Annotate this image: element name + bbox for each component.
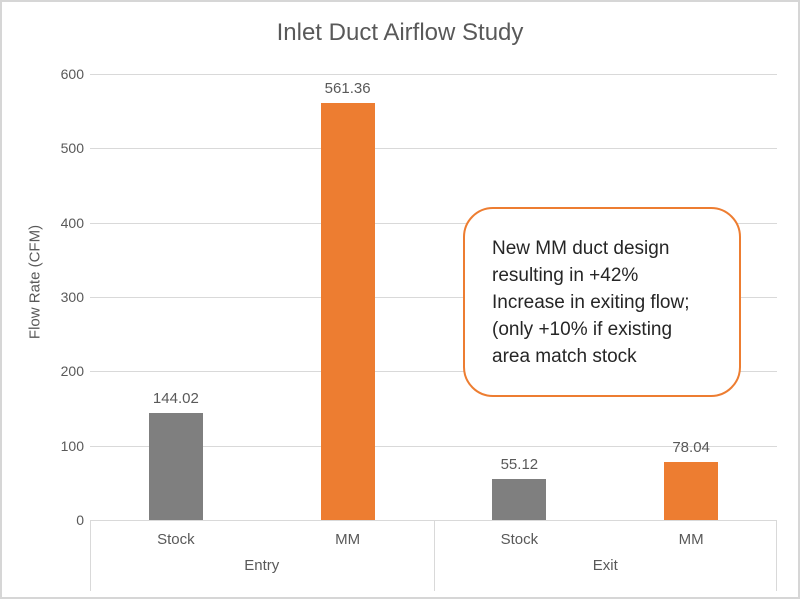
category-label-entry-stock: Stock (157, 530, 195, 548)
category-label-exit-mm: MM (678, 530, 704, 548)
bar-exit-stock (492, 479, 547, 520)
y-tick-500: 500 (60, 140, 84, 157)
y-tick-600: 600 (60, 66, 84, 82)
group-label-exit: Exit (592, 557, 618, 574)
gridline-200 (90, 371, 777, 373)
y-axis: 0 100 200 300 400 500 600 (2, 66, 84, 528)
group-label-entry: Entry (244, 557, 280, 574)
gridline-500 (90, 148, 777, 150)
y-tick-100: 100 (60, 437, 84, 454)
annotation-text: New MM duct design resulting in +42% Inc… (492, 238, 690, 367)
data-label-exit-stock: 55.12 (500, 456, 539, 474)
data-label-exit-mm: 78.04 (672, 439, 710, 456)
category-label-entry-mm: MM (335, 530, 361, 548)
gridline-300 (90, 297, 777, 298)
y-tick-0: 0 (76, 512, 84, 528)
bar-exit-mm (664, 462, 719, 520)
bar-entry-mm (320, 102, 375, 520)
plot-area: 144.02 561.36 55.12 78.04 (90, 74, 777, 520)
data-label-entry-stock: 144.02 (152, 389, 199, 407)
gridline-600 (90, 74, 777, 75)
category-label-exit-stock: Stock (500, 530, 539, 548)
axis-divider-left (90, 521, 91, 591)
category-axis: Stock MM Stock MM Entry Exit (90, 520, 777, 591)
y-tick-300: 300 (60, 289, 84, 305)
gridline-400 (90, 222, 777, 224)
group-row: Entry Exit (90, 557, 777, 591)
gridline-100 (90, 445, 777, 447)
y-tick-400: 400 (60, 214, 84, 231)
annotation-callout: New MM duct design resulting in +42% Inc… (463, 207, 741, 397)
data-label-entry-mm: 561.36 (324, 79, 371, 97)
category-row: Stock MM Stock MM (90, 521, 777, 557)
chart-title: Inlet Duct Airflow Study (276, 19, 524, 46)
y-tick-200: 200 (60, 363, 84, 380)
bar-entry-stock (148, 412, 203, 520)
axis-divider-right (776, 521, 777, 591)
axis-divider-middle (433, 521, 435, 591)
